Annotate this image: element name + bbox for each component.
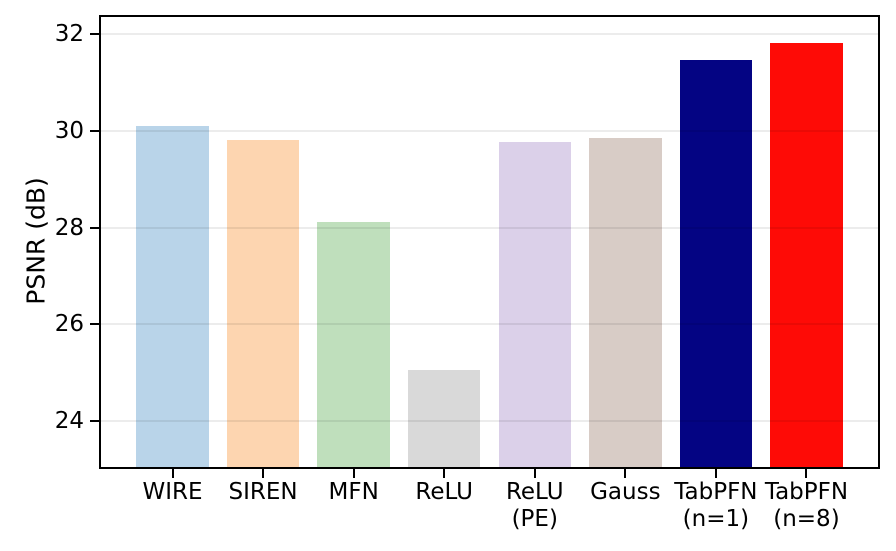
x-tick-mark bbox=[805, 469, 808, 478]
bar-tabpfn-n8 bbox=[770, 43, 843, 467]
y-tick-mark bbox=[90, 130, 99, 133]
y-tick-mark bbox=[90, 420, 99, 423]
y-tick-label: 32 bbox=[54, 21, 84, 48]
bar-relu-PE bbox=[498, 141, 571, 467]
y-tick-label: 28 bbox=[54, 214, 84, 241]
bar-siren bbox=[226, 139, 300, 467]
x-tick-mark bbox=[171, 469, 174, 478]
plot-area: WIRE SIREN MFN ReLU ReLU (PE) Gauss TabPFN (n=1)… bbox=[55, 15, 880, 532]
x-tick-label: ReLU bbox=[415, 479, 474, 505]
x-tick-label: TabPFN (n=1) bbox=[674, 479, 758, 533]
x-tick-label: WIRE bbox=[142, 479, 203, 505]
y-tick-label: 26 bbox=[54, 311, 84, 338]
x-tick-mark bbox=[714, 469, 717, 478]
x-tick-mark bbox=[352, 469, 355, 478]
y-tick-mark bbox=[90, 323, 99, 326]
x-tick-mark bbox=[262, 469, 265, 478]
y-tick-label: 24 bbox=[54, 408, 84, 435]
x-tick-label: MFN bbox=[328, 479, 379, 505]
bars-layer bbox=[101, 17, 878, 467]
x-tick-mark bbox=[533, 469, 536, 478]
x-tick-label: Gauss bbox=[590, 479, 661, 505]
bar-tabpfn-n1 bbox=[679, 60, 753, 467]
x-tick-label: ReLU (PE) bbox=[505, 479, 564, 533]
x-tick-label: TabPFN (n=8) bbox=[764, 479, 849, 533]
axis-ticks-layer: WIRE SIREN MFN ReLU ReLU (PE) Gauss TabPFN (n=1)… bbox=[55, 17, 878, 532]
bar-wire bbox=[136, 126, 209, 467]
bar-mfn bbox=[317, 221, 390, 467]
x-tick-mark bbox=[443, 469, 446, 478]
y-axis-label: PSNR (dB) bbox=[21, 177, 51, 305]
y-tick-mark bbox=[90, 33, 99, 36]
bar-relu bbox=[407, 370, 481, 467]
bar-gauss bbox=[589, 138, 662, 467]
x-tick-mark bbox=[624, 469, 627, 478]
y-tick-label: 30 bbox=[54, 118, 84, 145]
x-tick-label: SIREN bbox=[228, 479, 298, 505]
y-tick-mark bbox=[90, 226, 99, 229]
